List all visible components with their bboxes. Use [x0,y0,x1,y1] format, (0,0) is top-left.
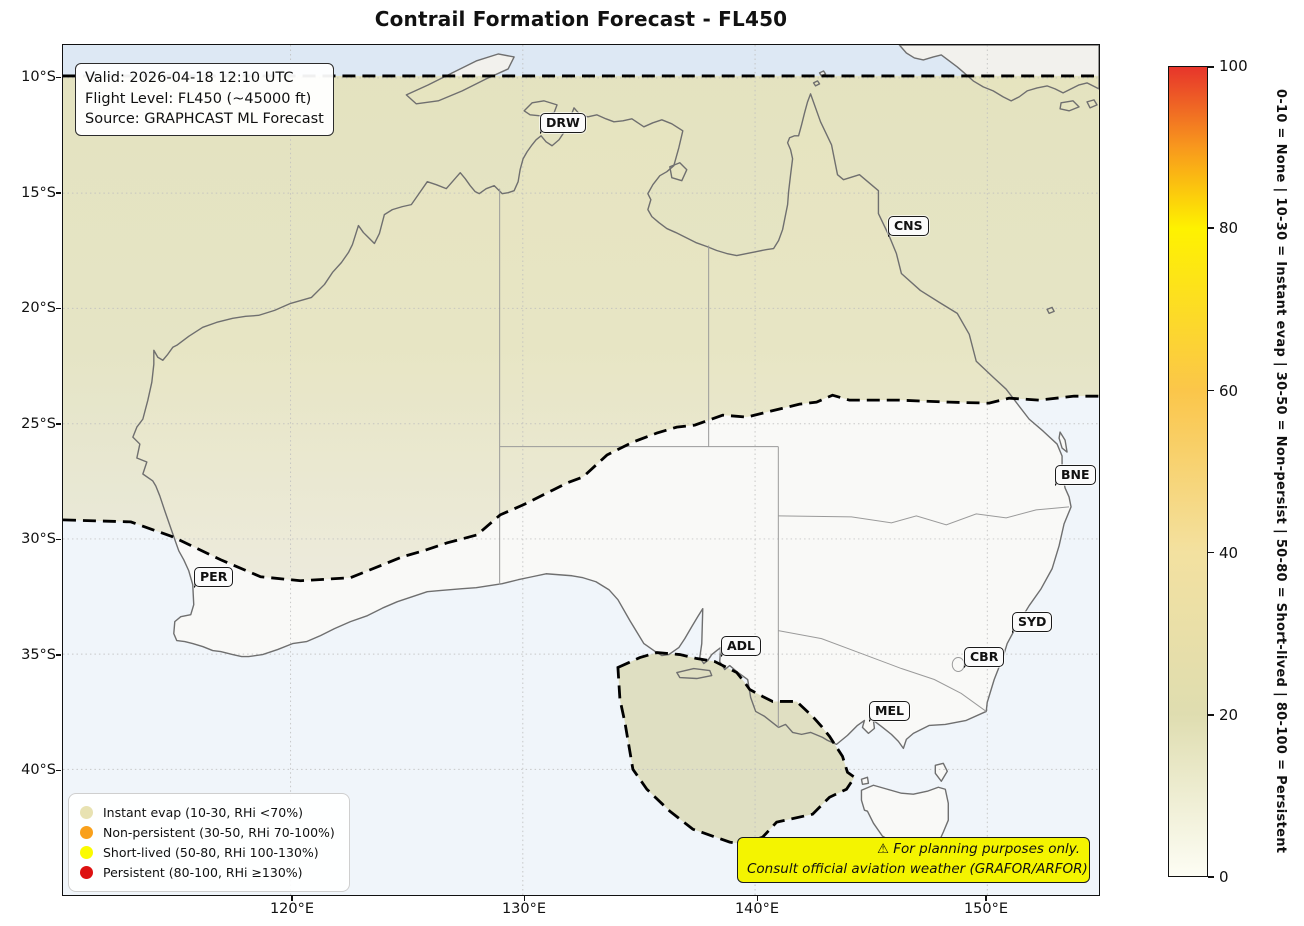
city-label: MEL [869,701,910,721]
legend-label: Non-persistent (30-50, RHi 70-100%) [103,824,335,840]
legend-swatch-non-persistent [80,825,93,839]
colorbar [1168,66,1208,877]
city-label: PER [194,567,234,587]
lat-tick-40S: 40°S [21,762,56,778]
lon-tick-140E: 140°E [734,901,780,917]
legend-swatch-persistent [80,865,93,879]
city-label: SYD [1012,612,1053,632]
lat-tickmark [56,423,61,425]
info-valid-time: Valid: 2026-04-18 12:10 UTC [85,70,294,86]
colorbar-tick-0: 0 [1219,868,1229,886]
page-title: Contrail Formation Forecast - FL450 [374,7,788,31]
lat-tickmark [56,192,61,194]
lat-tick-20S: 20°S [21,300,56,316]
gridlines [63,45,1099,895]
lon-tickmark [291,896,293,901]
contour-southern-pocket [616,651,857,846]
info-flight-level: Flight Level: FL450 (~45000 ft) [85,90,312,107]
lon-tick-150E: 150°E [963,901,1009,917]
colorbar-tickmark [1208,876,1214,878]
map-canvas [63,45,1099,895]
legend-swatch-instant-evap [80,805,93,819]
planning-warning-box: ⚠ For planning purposes only. Consult of… [737,837,1090,884]
city-label: ADL [721,636,762,656]
colorbar-tick-100: 100 [1219,57,1248,75]
colorbar-tickmark [1208,389,1214,392]
legend-label: Short-lived (50-80, RHi 100-130%) [103,844,319,860]
warning-line-2: Consult official aviation weather (GRAFO… [747,860,1088,877]
city-label: CNS [888,216,929,236]
lat-tickmark [56,654,61,656]
lat-tick-15S: 15°S [21,184,56,201]
lon-tickmark [756,896,759,901]
lat-tick-30S: 30°S [21,531,56,547]
city-label: CBR [964,647,1005,667]
lat-tick-25S: 25°S [21,415,56,432]
colorbar-tick-60: 60 [1219,381,1239,400]
contrail-zone-north-fill [63,75,1099,581]
colorbar-tickmark [1208,714,1214,716]
colorbar-tick-40: 40 [1219,543,1239,562]
colorbar-gradient [1169,67,1207,876]
colorbar-tick-80: 80 [1219,219,1239,238]
city-label: BNE [1055,465,1096,485]
colorbar-category-label: 0-10 = None | 10-30 = Instant evap | 30-… [1273,89,1288,854]
legend-label: Persistent (80-100, RHi ≥130%) [103,864,303,880]
lon-tickmark [985,896,987,901]
lon-tickmark [523,896,526,901]
lat-tickmark [56,307,61,309]
warning-line-1: ⚠ For planning purposes only. [876,841,1080,857]
legend-item: Short-lived (50-80, RHi 100-130%) [80,842,335,862]
legend-swatch-short-lived [80,845,93,859]
lat-tickmark [56,769,61,771]
info-source: Source: GRAPHCAST ML Forecast [85,111,324,128]
colorbar-tickmark [1208,551,1214,554]
legend-item: Persistent (80-100, RHi ≥130%) [80,862,335,882]
lat-tick-35S: 35°S [21,646,56,663]
forecast-info-box: Valid: 2026-04-18 12:10 UTC Flight Level… [75,63,334,136]
category-legend: Instant evap (10-30, RHi <70%) Non-persi… [68,793,350,892]
contrail-zone-pocket-fill [617,652,855,845]
lat-tickmark [56,538,61,540]
lat-tick-10S: 10°S [21,69,56,85]
lat-tickmark [56,76,61,78]
legend-item: Instant evap (10-30, RHi <70%) [80,802,335,822]
colorbar-tick-20: 20 [1219,706,1239,724]
map-australia [62,44,1100,896]
legend-item: Non-persistent (30-50, RHi 70-100%) [80,822,335,842]
lon-tick-120E: 120°E [269,901,315,917]
contour-main-boundary [63,393,1099,583]
colorbar-tickmark [1208,227,1214,229]
city-label: DRW [540,113,586,133]
lon-tick-130E: 130°E [501,901,547,917]
legend-label: Instant evap (10-30, RHi <70%) [103,804,303,820]
colorbar-tickmark [1208,66,1214,68]
state-borders [499,188,1070,728]
